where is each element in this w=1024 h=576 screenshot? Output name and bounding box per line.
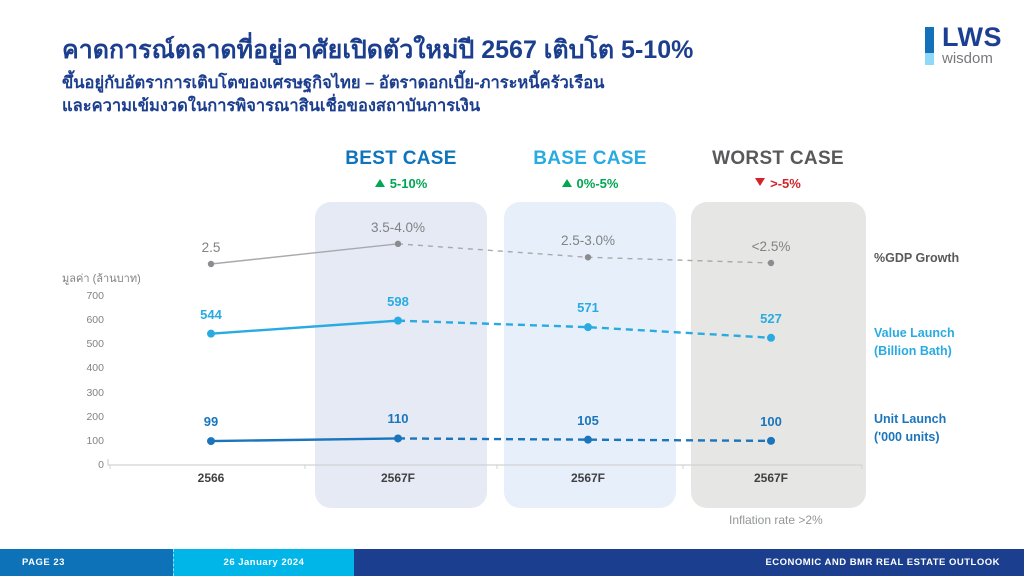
legend-value-launch: Value Launch (Billion Bath) (874, 326, 955, 358)
y-axis-tick: 600 (86, 314, 104, 327)
inflation-note: Inflation rate >2% (729, 513, 823, 527)
logo-tagline: wisdom (942, 50, 993, 67)
best-case-band (315, 202, 487, 508)
x-axis-label: 2566 (197, 471, 225, 485)
scenario-change: >-5% (770, 176, 801, 191)
subtitle-line-1: ขึ้นอยู่กับอัตราการเติบโตของเศรษฐกิจไทย … (62, 74, 605, 92)
y-axis-tick: 400 (86, 362, 104, 375)
scenario-label: WORST CASE (712, 148, 844, 169)
footer-date: 26 January 2024 (173, 549, 354, 576)
y-axis-tick: 500 (86, 338, 104, 351)
y-axis-tick: 200 (86, 410, 104, 423)
gdp-growth-point (207, 260, 215, 268)
y-axis-title: มูลค่า (ล้านบาท) (62, 273, 141, 285)
page-title: คาดการณ์ตลาดที่อยู่อาศัยเปิดตัวใหม่ปี 25… (62, 36, 694, 64)
base-case-band (504, 202, 676, 508)
lws-logo: LWS wisdom (925, 24, 1002, 67)
value-launch-point (207, 329, 215, 338)
scenario-base-case: BASE CASE 0%-5% (480, 148, 700, 191)
footer-page-number: PAGE 23 (0, 549, 173, 576)
scenario-best-case: BEST CASE 5-10% (291, 148, 511, 191)
legend-gdp-growth: %GDP Growth (874, 251, 960, 265)
scenario-worst-case: WORST CASE >-5% (668, 148, 888, 191)
unit-launch-data-label: 99 (203, 414, 219, 430)
scenario-label: BASE CASE (533, 148, 647, 169)
subtitle-line-2: และความเข้มงวดในการพิจารณาสินเชื่อของสถา… (62, 97, 481, 115)
y-axis-tick: 100 (86, 434, 104, 447)
y-axis-tick: 300 (86, 386, 104, 399)
down-triangle-icon (755, 178, 766, 186)
up-triangle-icon (374, 179, 385, 187)
up-triangle-icon (561, 179, 572, 187)
logo-bar-icon (925, 27, 934, 65)
value-launch-data-label: 544 (200, 306, 222, 322)
gdp-growth-data-label: 2.5 (201, 240, 221, 255)
scenario-change: 0%-5% (576, 176, 619, 191)
logo-text: LWS (942, 22, 1002, 52)
y-axis-tick: 0 (98, 459, 104, 471)
scenario-label: BEST CASE (345, 148, 457, 169)
footer-bar: PAGE 23 26 January 2024 ECONOMIC AND BMR… (0, 549, 1024, 576)
footer-presentation-title: ECONOMIC AND BMR REAL ESTATE OUTLOOK (354, 549, 1024, 576)
y-axis-tick: 700 (86, 289, 104, 302)
unit-launch-point (207, 437, 215, 446)
page-subtitle: ขึ้นอยู่กับอัตราการเติบโตของเศรษฐกิจไทย … (62, 72, 604, 118)
scenario-change: 5-10% (389, 176, 428, 191)
worst-case-band (691, 202, 866, 508)
legend-unit-launch: Unit Launch ('000 units) (874, 412, 947, 444)
